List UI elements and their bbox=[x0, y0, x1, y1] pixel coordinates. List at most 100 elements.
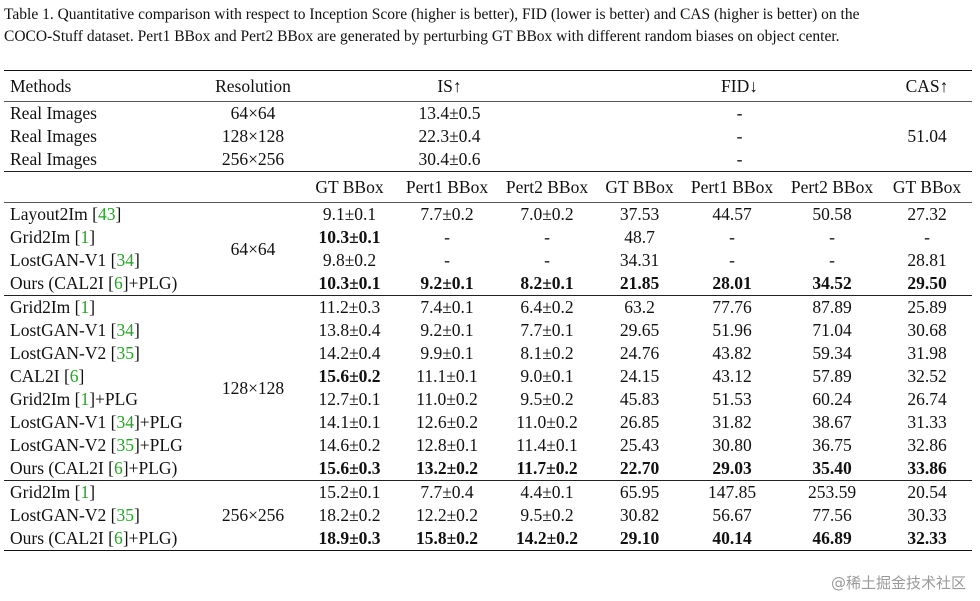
resolution-cell: 64×64 bbox=[230, 238, 276, 259]
fid-cell: - bbox=[736, 149, 743, 169]
value-cell: 14.2±0.4 bbox=[318, 343, 381, 363]
method-name: Ours (CAL2I [ bbox=[10, 458, 115, 478]
citation-link: 1 bbox=[80, 297, 90, 317]
method-name: Grid2Im [ bbox=[10, 482, 81, 502]
value-cell: 15.8±0.2 bbox=[415, 528, 479, 548]
method-cell: Real Images bbox=[10, 149, 97, 169]
method-suffix: ] bbox=[133, 250, 140, 270]
table-caption: Table 1. Quantitative comparison with re… bbox=[4, 4, 972, 48]
value-cell: 9.8±0.2 bbox=[322, 250, 377, 270]
cas-cell bbox=[882, 148, 972, 172]
citation-link: 34 bbox=[116, 250, 134, 270]
method-name: LostGAN-V1 [ bbox=[10, 412, 117, 432]
table-row: Ours (CAL2I [6]+PLG) 18.9±0.3 15.8±0.2 14.2… bbox=[4, 527, 973, 551]
value-cell: 59.34 bbox=[812, 343, 852, 363]
value-cell: - bbox=[729, 227, 735, 247]
table-row: Grid2Im [1] 10.3±0.1 - - 48.7 - - - bbox=[4, 226, 972, 249]
value-cell: - bbox=[829, 250, 835, 270]
table-row: LostGAN-V2 [35] 14.2±0.4 9.9±0.1 8.1±0.2 24.… bbox=[4, 342, 972, 365]
value-cell: 77.56 bbox=[812, 505, 852, 525]
value-cell: 60.24 bbox=[812, 389, 852, 409]
value-cell: 11.0±0.2 bbox=[516, 412, 578, 432]
subheader-blank bbox=[4, 172, 204, 203]
citation-link: 1 bbox=[80, 482, 90, 502]
value-cell: 12.7±0.1 bbox=[318, 389, 381, 409]
method-name: Layout2Im [ bbox=[10, 204, 98, 224]
value-cell: 31.82 bbox=[712, 412, 752, 432]
value-cell: 27.32 bbox=[907, 204, 947, 224]
value-cell: 11.7±0.2 bbox=[516, 458, 578, 478]
value-cell: 28.81 bbox=[907, 250, 947, 270]
value-cell: 25.89 bbox=[907, 297, 947, 317]
value-cell: - bbox=[544, 250, 550, 270]
table-row: Grid2Im [1]+PLG 12.7±0.1 11.0±0.2 9.5±0.2 45… bbox=[4, 388, 972, 411]
caption-line-2: COCO-Stuff dataset. Pert1 BBox and Pert2… bbox=[4, 28, 840, 45]
value-cell: 37.53 bbox=[619, 204, 660, 224]
results-table: Methods Resolution IS↑ FID↓ CAS↑ Real Im… bbox=[4, 70, 973, 551]
value-cell: 9.5±0.2 bbox=[520, 389, 574, 409]
value-cell: 30.68 bbox=[907, 320, 947, 340]
value-cell: 15.6±0.3 bbox=[318, 458, 381, 478]
method-suffix: ] bbox=[89, 227, 96, 247]
subheader-blank bbox=[204, 172, 302, 203]
value-cell: 10.3±0.1 bbox=[318, 273, 381, 293]
subheader-cell: GT BBox bbox=[605, 176, 674, 197]
method-cell: LostGAN-V1 [34] bbox=[4, 249, 204, 272]
value-cell: 14.1±0.1 bbox=[318, 412, 381, 432]
method-name: LostGAN-V2 [ bbox=[10, 343, 117, 363]
value-cell: 11.1±0.1 bbox=[416, 366, 478, 386]
value-cell: 7.4±0.1 bbox=[420, 297, 474, 317]
value-cell: 11.4±0.1 bbox=[516, 435, 578, 455]
value-cell: 40.14 bbox=[712, 528, 752, 548]
table-row: Grid2Im [1] 256×256 15.2±0.1 7.7±0.4 4.4±0.1… bbox=[4, 480, 973, 525]
value-cell: - bbox=[444, 250, 450, 270]
value-cell: 9.0±0.1 bbox=[520, 366, 574, 386]
citation-link: 34 bbox=[116, 320, 134, 340]
table-row: LostGAN-V2 [35] 18.2±0.2 12.2±0.2 9.5±0.2 30… bbox=[4, 504, 972, 527]
value-cell: 20.54 bbox=[907, 482, 947, 502]
value-cell: 29.03 bbox=[712, 458, 752, 478]
value-cell: 9.5±0.2 bbox=[520, 505, 574, 525]
method-suffix: ] bbox=[89, 482, 96, 502]
value-cell: 35.40 bbox=[812, 458, 852, 478]
value-cell: 7.7±0.1 bbox=[520, 320, 574, 340]
method-suffix: ] bbox=[115, 204, 122, 224]
value-cell: 24.15 bbox=[619, 366, 660, 386]
value-cell: 38.67 bbox=[812, 412, 852, 432]
value-cell: 7.7±0.2 bbox=[420, 204, 474, 224]
table-row: Layout2Im [43] 64×64 9.1±0.1 7.7±0.2 7.0±0.2… bbox=[4, 202, 973, 259]
value-cell: 63.2 bbox=[624, 297, 655, 317]
header-row: Methods Resolution IS↑ FID↓ CAS↑ bbox=[4, 70, 973, 102]
citation-link: 1 bbox=[80, 389, 90, 409]
value-cell: 13.2±0.2 bbox=[415, 458, 479, 478]
method-cell: Grid2Im [1]+PLG bbox=[4, 388, 204, 411]
value-cell: 65.95 bbox=[619, 482, 660, 502]
method-name: Grid2Im [ bbox=[10, 227, 81, 247]
value-cell: 32.52 bbox=[907, 366, 947, 386]
value-cell: 44.57 bbox=[712, 204, 752, 224]
method-name: Ours (CAL2I [ bbox=[10, 273, 115, 293]
method-cell: LostGAN-V2 [35]+PLG bbox=[4, 434, 204, 457]
value-cell: 33.86 bbox=[907, 458, 947, 478]
value-cell: 34.52 bbox=[812, 273, 852, 293]
value-cell: 77.76 bbox=[712, 297, 752, 317]
value-cell: 56.67 bbox=[712, 505, 752, 525]
method-cell: LostGAN-V2 [35] bbox=[4, 504, 204, 527]
value-cell: 29.10 bbox=[619, 528, 660, 548]
method-name: LostGAN-V1 [ bbox=[10, 250, 117, 270]
fid-cell: - bbox=[736, 103, 743, 123]
fid-cell: - bbox=[736, 126, 743, 146]
method-cell: Real Images bbox=[10, 103, 97, 123]
value-cell: - bbox=[924, 227, 930, 247]
citation-link: 35 bbox=[116, 343, 134, 363]
is-cell: 22.3±0.4 bbox=[418, 126, 481, 146]
method-suffix: ] bbox=[78, 366, 85, 386]
cas-cell bbox=[882, 102, 972, 126]
value-cell: 34.31 bbox=[619, 250, 660, 270]
cas-cell: 51.04 bbox=[907, 126, 947, 146]
resolution-cell: 128×128 bbox=[221, 377, 285, 398]
method-cell: LostGAN-V1 [34]+PLG bbox=[4, 411, 204, 434]
citation-link: 6 bbox=[114, 458, 123, 478]
header-cas: CAS↑ bbox=[905, 75, 949, 96]
value-cell: 30.33 bbox=[907, 505, 947, 525]
